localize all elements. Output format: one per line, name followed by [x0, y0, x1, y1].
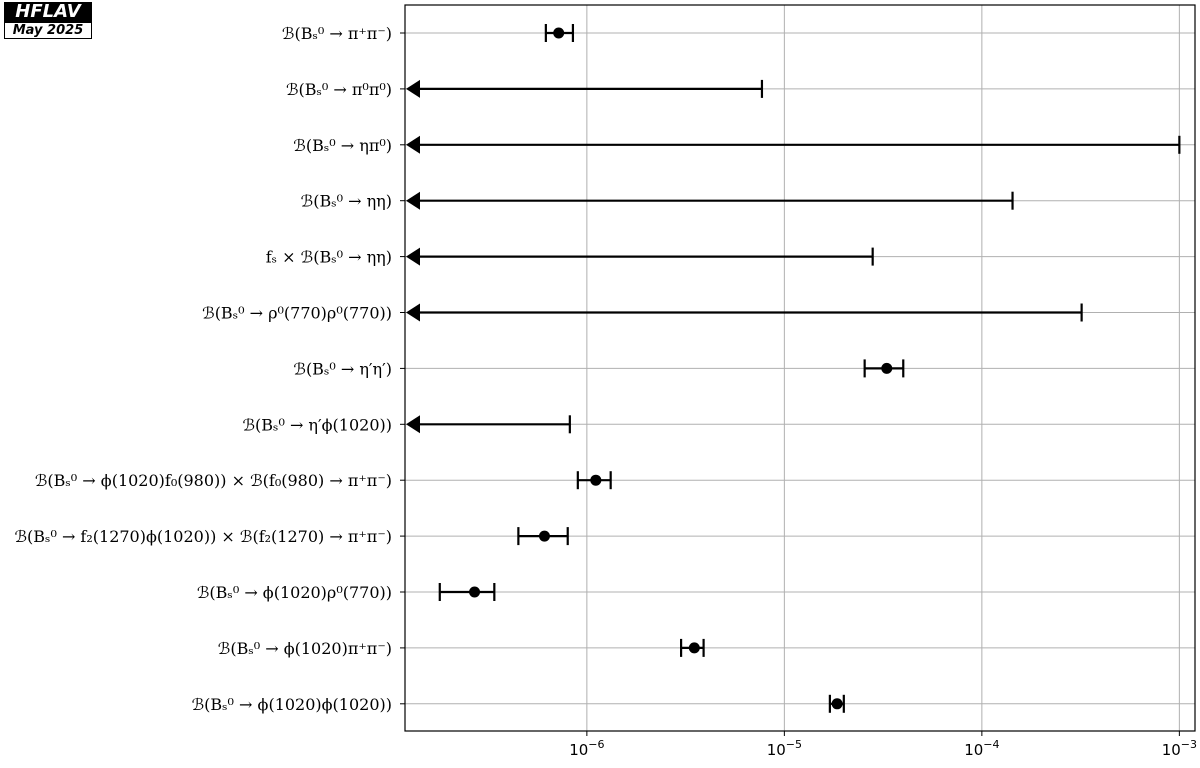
limit-arrow — [406, 191, 420, 210]
category-label: ℬ(Bₛ⁰ → η′ϕ(1020)) — [242, 415, 392, 434]
x-tick-label: 10−4 — [964, 738, 999, 759]
category-label: ℬ(Bₛ⁰ → ηπ⁰) — [293, 136, 392, 155]
limit-arrow — [406, 247, 420, 266]
x-tick-exponent: −5 — [786, 738, 802, 751]
category-label: ℬ(Bₛ⁰ → ηη) — [301, 192, 392, 211]
x-axis-ticks: 10−6 10−5 10−4 10−3 — [400, 32, 1197, 759]
limit-arrow — [406, 415, 420, 434]
x-tick-exponent: −3 — [1181, 738, 1197, 751]
limit-arrow — [406, 303, 420, 322]
x-tick-exponent: −6 — [588, 738, 604, 751]
x-tick-base: 10 — [569, 741, 588, 759]
category-label: ℬ(Bₛ⁰ → π⁰π⁰) — [286, 80, 392, 99]
x-tick-base: 10 — [767, 741, 786, 759]
category-label: ℬ(Bₛ⁰ → ϕ(1020)ρ⁰(770)) — [197, 583, 392, 602]
category-label: ℬ(Bₛ⁰ → f₂(1270)ϕ(1020)) × ℬ(f₂(1270) → … — [14, 527, 392, 546]
category-label: ℬ(Bₛ⁰ → ϕ(1020)π⁺π⁻) — [218, 639, 392, 658]
x-tick-label: 10−6 — [569, 738, 604, 759]
category-label: ℬ(Bₛ⁰ → ϕ(1020)ϕ(1020)) — [192, 695, 392, 714]
x-tick-exponent: −4 — [983, 738, 999, 751]
data-point — [538, 530, 550, 542]
data-point — [469, 586, 481, 598]
category-label: fₛ × ℬ(Bₛ⁰ → ηη) — [266, 248, 392, 267]
hflav-logo: HFLAV May 2025 — [4, 2, 92, 39]
category-label: ℬ(Bₛ⁰ → ϕ(1020)f₀(980)) × ℬ(f₀(980) → π⁺… — [35, 471, 392, 490]
category-label: ℬ(Bₛ⁰ → π⁺π⁻) — [282, 24, 392, 43]
data-point — [553, 27, 565, 39]
data-point — [831, 698, 843, 710]
x-tick-base: 10 — [1162, 741, 1181, 759]
limit-arrow — [406, 135, 420, 154]
plot-frame — [404, 4, 1196, 732]
data-marks — [406, 24, 1181, 713]
data-point — [590, 474, 602, 486]
category-label: ℬ(Bₛ⁰ → η′η′) — [293, 359, 392, 378]
x-tick-base: 10 — [964, 741, 983, 759]
logo-name: HFLAV — [4, 2, 92, 22]
category-label: ℬ(Bₛ⁰ → ρ⁰(770)ρ⁰(770)) — [202, 304, 392, 323]
limit-arrow — [406, 79, 420, 98]
category-labels: ℬ(Bₛ⁰ → π⁺π⁻) ℬ(Bₛ⁰ → π⁰π⁰) ℬ(Bₛ⁰ → ηπ⁰) ℬ(… — [14, 24, 392, 714]
x-tick-label: 10−3 — [1162, 738, 1197, 759]
data-point — [881, 362, 893, 374]
x-tick-label: 10−5 — [767, 738, 802, 759]
data-point — [688, 642, 700, 654]
logo-date: May 2025 — [4, 22, 92, 39]
grid-lines — [405, 5, 1195, 731]
